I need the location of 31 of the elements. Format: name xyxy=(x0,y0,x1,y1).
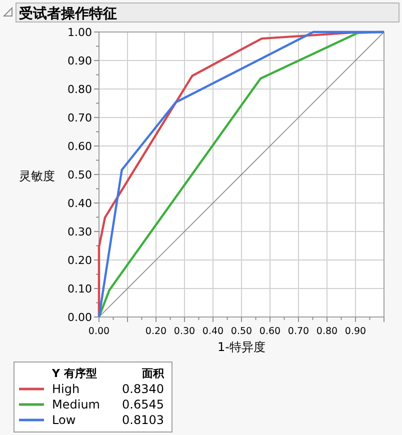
y-tick-label: 0.20 xyxy=(68,254,92,267)
y-tick-label: 0.50 xyxy=(68,168,92,182)
chart-title: 受试者操作特征 xyxy=(18,6,117,22)
text: 0.6545 xyxy=(122,398,164,412)
y-tick-label: 0.10 xyxy=(68,282,92,296)
x-tick-label: 0.40 xyxy=(202,326,224,337)
x-tick-label: 0.30 xyxy=(174,326,196,337)
x-tick-label: 0.80 xyxy=(316,326,338,337)
legend-title: Y 有序型 xyxy=(51,367,97,380)
x-tick-label: 0.00 xyxy=(88,326,110,337)
legend-label: High xyxy=(52,382,80,396)
y-tick-label: 0.70 xyxy=(68,112,92,124)
legend-label: Medium xyxy=(52,398,100,412)
text: 0.8103 xyxy=(122,413,164,427)
x-axis-title: 1-特异度 xyxy=(218,340,266,354)
y-tick-label: 0.40 xyxy=(68,197,92,210)
legend-label: Low xyxy=(52,413,76,427)
x-tick-label: 0.20 xyxy=(145,326,167,337)
x-tick-label: 0.70 xyxy=(288,326,310,337)
x-tick-label: 0.60 xyxy=(259,326,281,337)
y-tick-label: 0.60 xyxy=(68,140,92,153)
y-tick-label: 0.80 xyxy=(68,83,92,96)
x-tick-label: 0.50 xyxy=(230,326,252,337)
text: 0.8340 xyxy=(122,382,164,396)
y-tick-label: 1.00 xyxy=(68,26,92,39)
y-tick-label: 0.30 xyxy=(68,226,92,238)
y-axis-title: 灵敏度 xyxy=(19,169,55,183)
y-tick-label: 0.00 xyxy=(68,311,92,324)
text: 面积 xyxy=(141,367,165,380)
x-tick-label: 0.90 xyxy=(344,326,366,337)
y-tick-label: 0.90 xyxy=(68,54,92,68)
